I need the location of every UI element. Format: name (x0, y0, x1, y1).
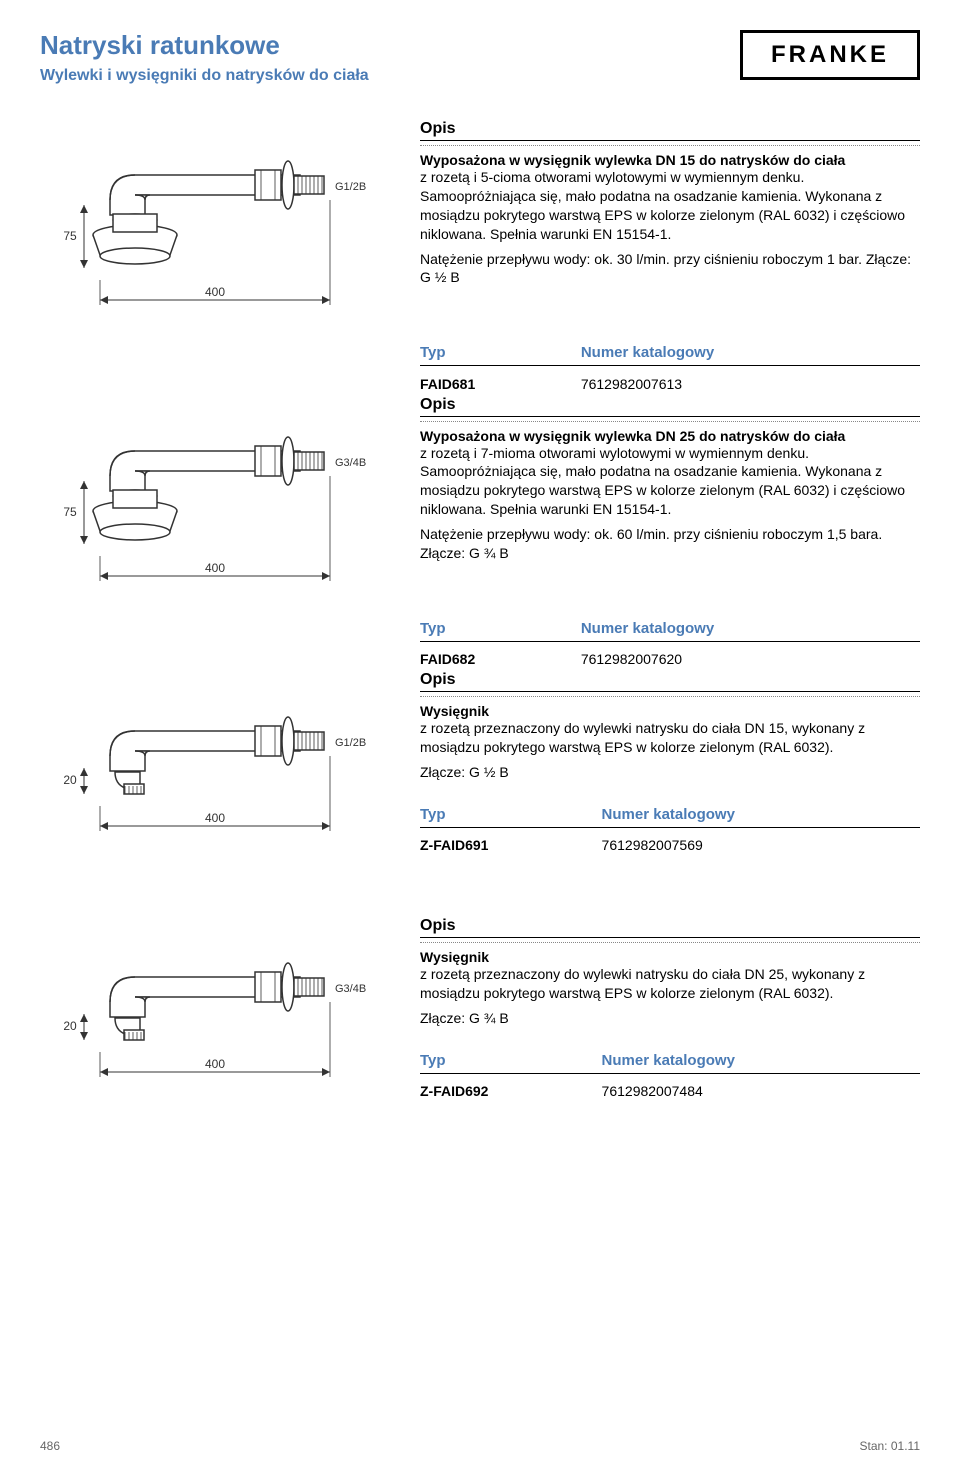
type-col-header: Typ (420, 1048, 562, 1074)
catalog-col-header: Numer katalogowy (541, 340, 920, 366)
product-code: FAID681 (420, 368, 541, 396)
product-catalog: 7612982007613 (541, 368, 920, 396)
type-col-header: Typ (420, 340, 541, 366)
product-note: Złącze: G ¾ B (420, 1009, 920, 1028)
page-header: Natryski ratunkowe Wylewki i wysięgniki … (40, 30, 920, 85)
svg-text:G3/4B: G3/4B (335, 457, 366, 469)
svg-text:400: 400 (205, 561, 225, 575)
product-description: z rozetą przeznaczony do wylewki natrysk… (420, 965, 920, 1003)
svg-text:75: 75 (63, 505, 77, 519)
product-table: Typ Numer katalogowy FAID681 76129820076… (420, 340, 920, 396)
product-catalog: 7612982007484 (562, 1075, 920, 1103)
description-label: Opis (420, 671, 920, 692)
product-row: G3/4B 20 400 Opis Wysię (40, 917, 920, 1103)
page-footer: 486 Stan: 01.11 (40, 1439, 920, 1453)
svg-text:G1/2B: G1/2B (335, 181, 366, 193)
product-table-wrap: Typ Numer katalogowy Z-FAID691 761298200… (420, 802, 920, 858)
product-row: G1/2B 75 400 Opis Wyposażona w wysięg (40, 120, 920, 320)
brand-logo: FRANKE (740, 30, 920, 80)
product-catalog: 7612982007620 (541, 643, 920, 671)
type-col-header: Typ (420, 616, 541, 642)
svg-text:400: 400 (205, 1057, 225, 1071)
product-code: FAID682 (420, 643, 541, 671)
dotted-separator (420, 421, 920, 422)
type-col-header: Typ (420, 802, 562, 828)
product-row: G3/4B 75 400 Opis Wyposażona w wysięg (40, 396, 920, 596)
product-note: Natężenie przepływu wody: ok. 60 l/min. … (420, 525, 920, 563)
product-info: Opis Wyposażona w wysięgnik wylewka DN 1… (420, 120, 920, 287)
diagram-container: G3/4B 75 400 (40, 396, 390, 596)
product-description: z rozetą przeznaczony do wylewki natrysk… (420, 719, 920, 757)
catalog-col-header: Numer katalogowy (541, 616, 920, 642)
product-diagram: G1/2B 20 400 (40, 676, 390, 846)
product-title: Wysięgnik (420, 703, 920, 719)
product-note: Złącze: G ½ B (420, 763, 920, 782)
product-table-wrap: Typ Numer katalogowy FAID682 76129820076… (420, 616, 920, 672)
diagram-container: G1/2B 20 400 (40, 671, 390, 851)
product-code: Z-FAID691 (420, 829, 562, 857)
product-table: Typ Numer katalogowy FAID682 76129820076… (420, 616, 920, 672)
dotted-separator (420, 942, 920, 943)
page-title: Natryski ratunkowe (40, 30, 740, 61)
product-table: Typ Numer katalogowy Z-FAID691 761298200… (420, 802, 920, 858)
product-note: Natężenie przepływu wody: ok. 30 l/min. … (420, 250, 920, 288)
header-left: Natryski ratunkowe Wylewki i wysięgniki … (40, 30, 740, 85)
dotted-separator (420, 696, 920, 697)
description-label: Opis (420, 917, 920, 938)
svg-text:20: 20 (63, 773, 77, 787)
product-title: Wyposażona w wysięgnik wylewka DN 15 do … (420, 152, 920, 168)
product-info: Opis Wysięgnik z rozetą przeznaczony do … (420, 917, 920, 1103)
product-info: Opis Wyposażona w wysięgnik wylewka DN 2… (420, 396, 920, 563)
footer-date: Stan: 01.11 (860, 1439, 921, 1453)
catalog-col-header: Numer katalogowy (562, 802, 920, 828)
product-table-wrap: Typ Numer katalogowy Z-FAID692 761298200… (420, 1048, 920, 1104)
svg-text:G1/2B: G1/2B (335, 737, 366, 749)
diagram-container: G1/2B 75 400 (40, 120, 390, 320)
svg-text:75: 75 (63, 229, 77, 243)
product-code: Z-FAID692 (420, 1075, 562, 1103)
page-number: 486 (40, 1439, 60, 1453)
svg-text:400: 400 (205, 811, 225, 825)
diagram-container: G3/4B 20 400 (40, 917, 390, 1097)
product-row: G1/2B 20 400 Opis Wysię (40, 671, 920, 857)
page-subtitle: Wylewki i wysięgniki do natrysków do cia… (40, 67, 740, 85)
product-description: z rozetą i 5-cioma otworami wylotowymi w… (420, 168, 920, 244)
svg-text:20: 20 (63, 1019, 77, 1033)
description-label: Opis (420, 120, 920, 141)
product-title: Wysięgnik (420, 949, 920, 965)
dotted-separator (420, 145, 920, 146)
product-description: z rozetą i 7-mioma otworami wylotowymi w… (420, 444, 920, 520)
svg-text:G3/4B: G3/4B (335, 983, 366, 995)
description-label: Opis (420, 396, 920, 417)
product-diagram: G3/4B 20 400 (40, 922, 390, 1092)
product-diagram: G3/4B 75 400 (40, 396, 390, 596)
product-diagram: G1/2B 75 400 (40, 120, 390, 320)
svg-text:400: 400 (205, 285, 225, 299)
catalog-col-header: Numer katalogowy (562, 1048, 920, 1074)
product-info: Opis Wysięgnik z rozetą przeznaczony do … (420, 671, 920, 857)
product-table: Typ Numer katalogowy Z-FAID692 761298200… (420, 1048, 920, 1104)
product-catalog: 7612982007569 (562, 829, 920, 857)
product-table-wrap: Typ Numer katalogowy FAID681 76129820076… (420, 340, 920, 396)
product-title: Wyposażona w wysięgnik wylewka DN 25 do … (420, 428, 920, 444)
